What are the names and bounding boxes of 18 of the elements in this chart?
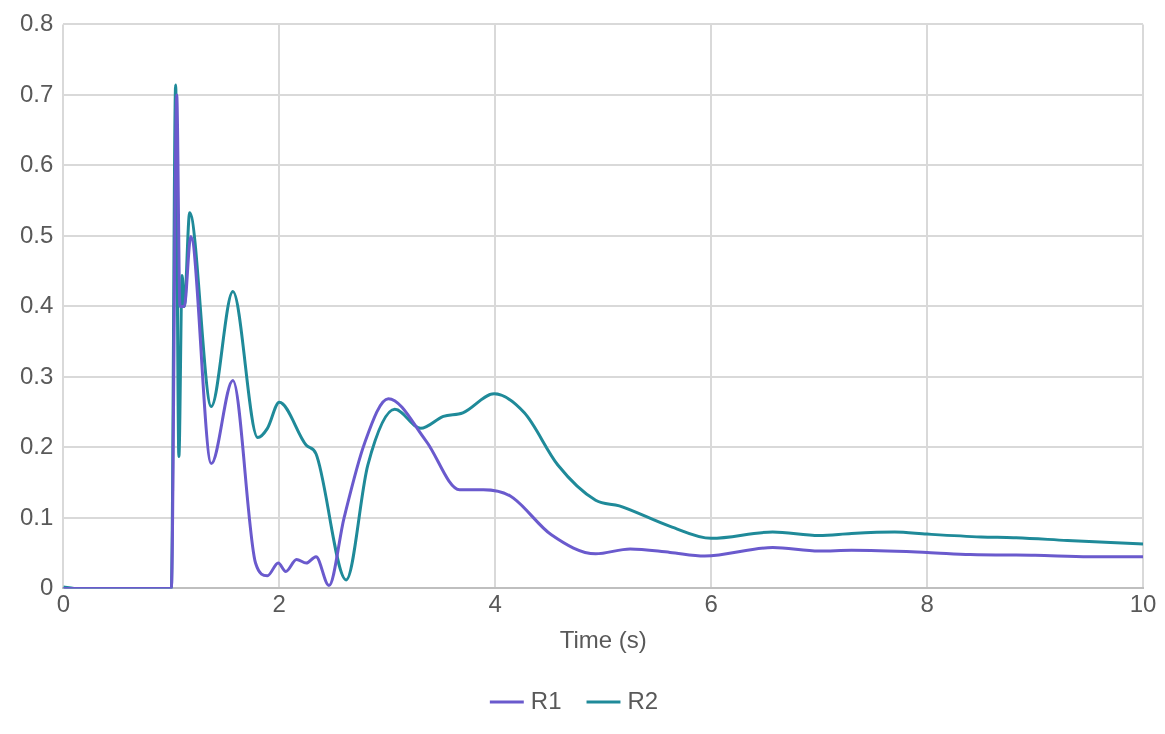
legend-label: R1 — [530, 686, 562, 714]
legend-label: R2 — [627, 686, 659, 714]
y-tick-label: 0.7 — [19, 79, 54, 107]
y-tick-label: 0.1 — [19, 502, 54, 530]
y-tick-label: 0.6 — [19, 150, 54, 178]
x-tick-label: 8 — [920, 590, 934, 618]
y-tick-label: 0.8 — [19, 9, 54, 37]
y-tick-label: 0 — [40, 573, 54, 601]
y-tick-label: 0.4 — [19, 291, 54, 319]
x-tick-label: 6 — [704, 590, 718, 618]
x-tick-label: 10 — [1129, 590, 1157, 618]
y-tick-label: 0.3 — [19, 361, 54, 389]
x-tick-label: 4 — [488, 590, 502, 618]
x-tick-label: 0 — [56, 590, 71, 618]
x-tick-label: 2 — [272, 590, 286, 618]
x-axis-title: Time (s) — [559, 626, 647, 654]
y-tick-label: 0.2 — [19, 432, 54, 460]
y-tick-label: 0.5 — [19, 220, 54, 248]
